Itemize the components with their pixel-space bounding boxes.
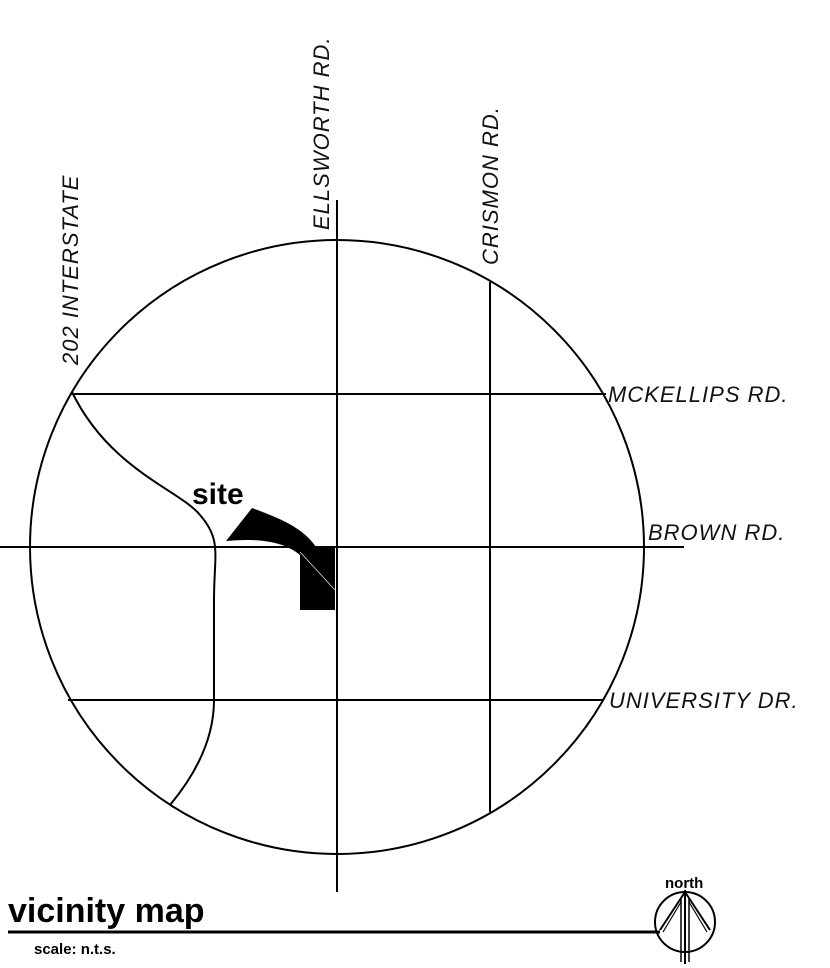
north-arrow-icon [654,890,716,964]
scale-note: scale: n.t.s. [34,941,116,958]
label-mckellips-rd: MCKELLIPS RD. [608,382,789,407]
label-202-interstate: 202 INTERSTATE [58,175,83,366]
site-parcel-detail [299,551,336,591]
site-arrow [226,508,318,560]
label-brown-rd: BROWN RD. [648,520,785,545]
north-label: north [665,875,703,892]
site-label: site [192,478,244,511]
label-university-dr: UNIVERSITY DR. [609,688,799,713]
label-ellsworth-rd: ELLSWORTH RD. [309,36,334,230]
map-title: vicinity map [8,892,205,930]
road-interstate-202 [71,391,217,806]
label-crismon-rd: CRISMON RD. [478,106,503,265]
